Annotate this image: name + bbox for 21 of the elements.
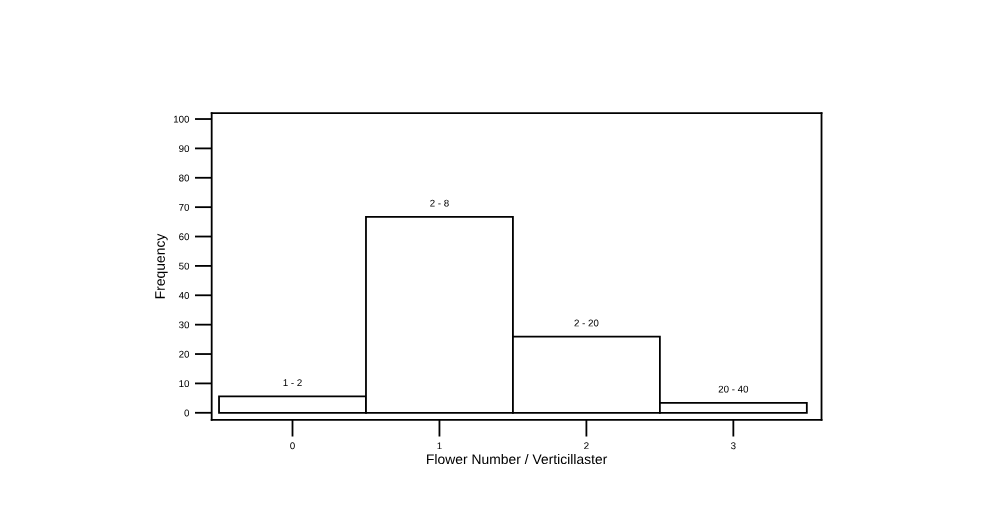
annotation: 20 - 40 <box>718 385 749 393</box>
y-tick-label: 40 <box>178 292 190 299</box>
y-tick-label: 0 <box>184 409 190 417</box>
y-tick-label: 10 <box>179 380 190 388</box>
y-tick-label: 80 <box>179 174 190 182</box>
y-tick-label: 70 <box>179 203 190 211</box>
y-tick-label: 20 <box>179 350 190 358</box>
x-tick-label: 2 <box>584 442 589 450</box>
annotation: 1 - 2 <box>283 379 302 386</box>
annotation: 2 - 20 <box>574 319 599 327</box>
x-tick-label: 3 <box>731 442 736 450</box>
x-axis-title: Flower Number / Verticillaster <box>427 453 608 465</box>
y-tick-label: 50 <box>179 262 190 270</box>
y-tick-label: 30 <box>179 321 190 329</box>
x-tick-label: 1 <box>437 442 442 450</box>
x-tick-label: 0 <box>290 442 295 450</box>
annotation: 2 - 8 <box>430 199 449 207</box>
y-axis-title: Frequency <box>155 233 168 299</box>
y-tick-label: 100 <box>173 115 190 123</box>
y-tick-label: 60 <box>179 233 190 241</box>
y-tick-label: 90 <box>179 145 190 153</box>
